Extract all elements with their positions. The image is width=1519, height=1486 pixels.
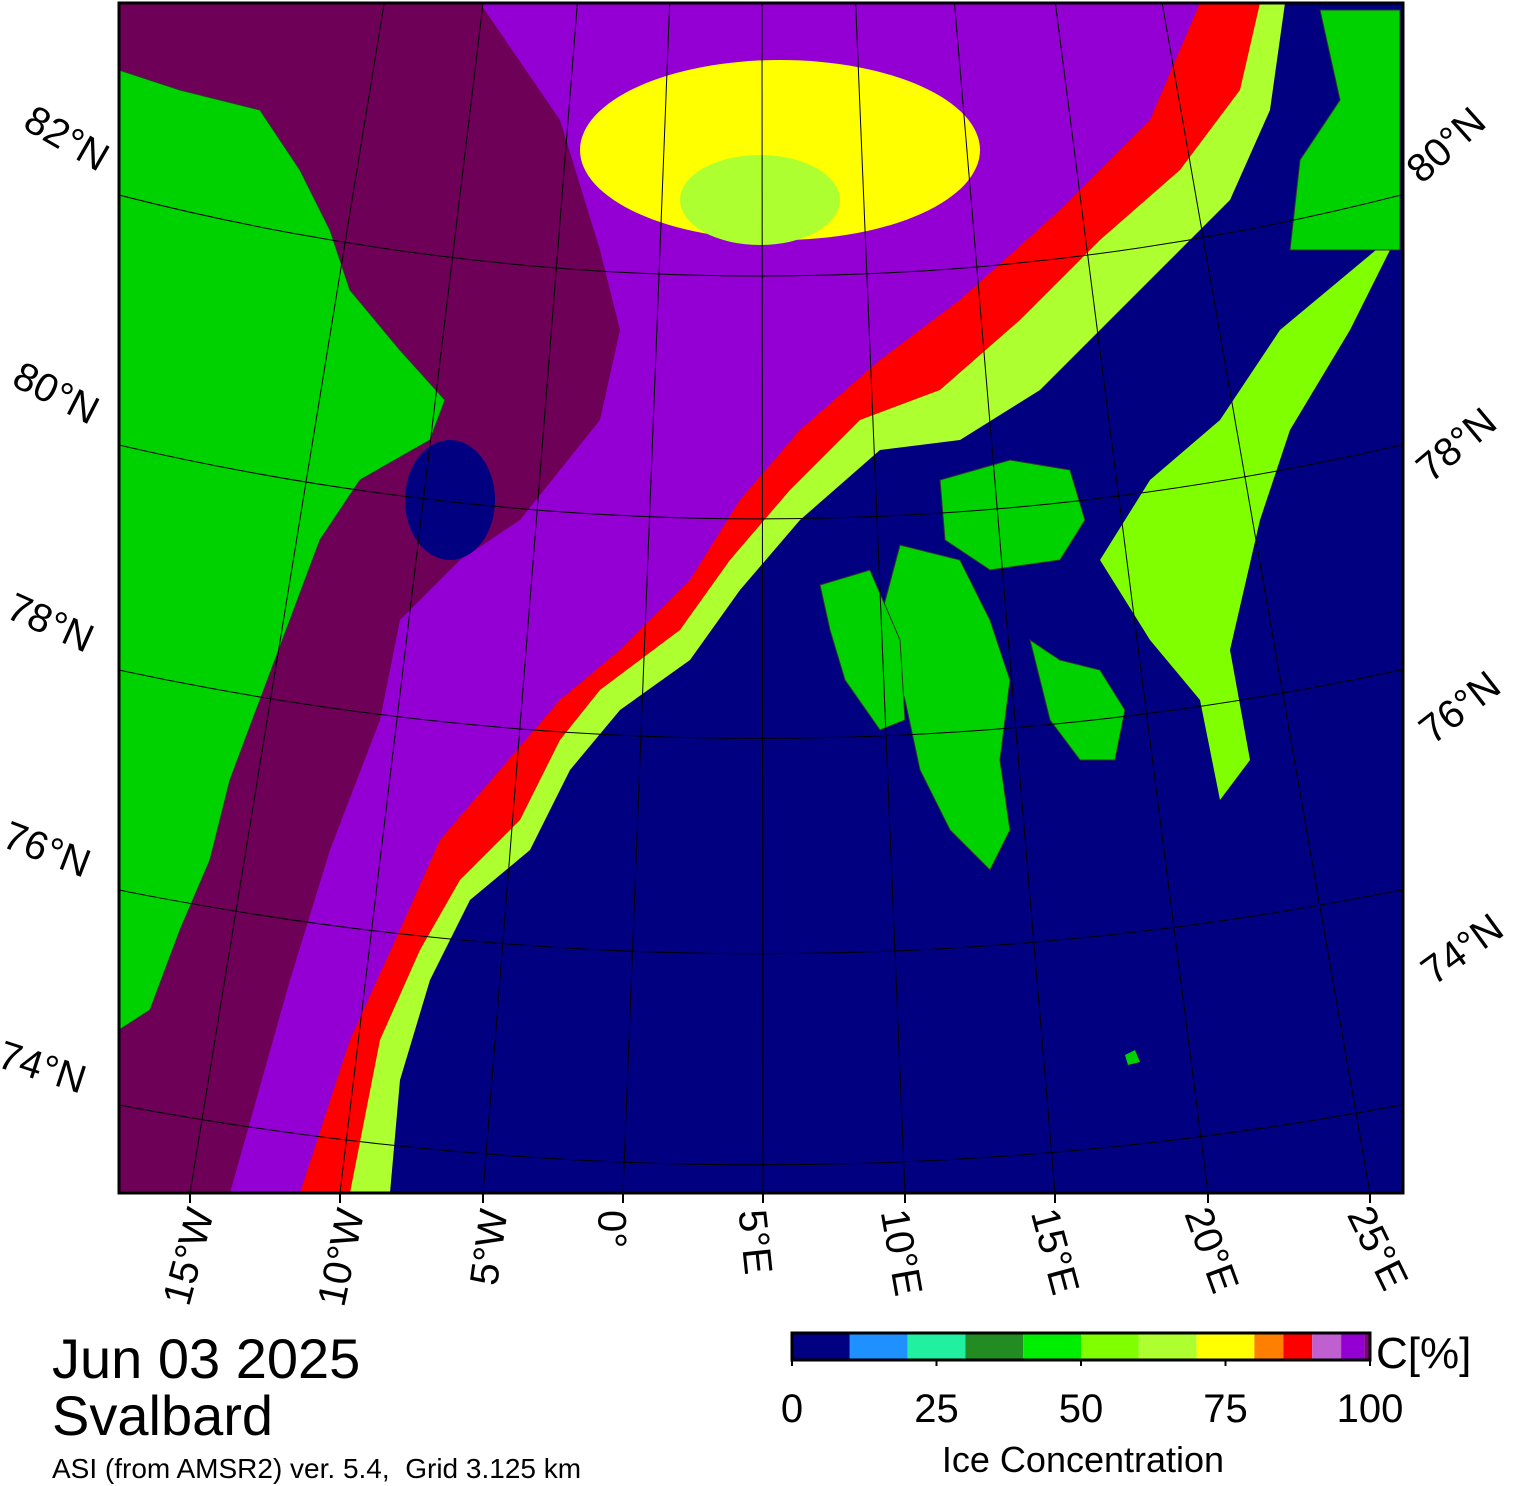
map-frame bbox=[117, 1, 1405, 1195]
lon-label: 5°E bbox=[730, 1207, 781, 1276]
colorbar-segment bbox=[1023, 1333, 1081, 1360]
colorbar-segment bbox=[1312, 1333, 1342, 1360]
colorbar-segment bbox=[907, 1333, 966, 1360]
lon-label: 5°W bbox=[462, 1206, 516, 1288]
meridian bbox=[761, 3, 764, 1193]
polynya bbox=[405, 440, 495, 560]
colorbar-segment bbox=[1138, 1333, 1197, 1360]
colorbar-segment bbox=[849, 1333, 908, 1360]
colorbar-segment bbox=[1364, 1333, 1370, 1360]
ice-yellow-green bbox=[680, 155, 840, 245]
colorbar-unit: C[%] bbox=[1376, 1329, 1471, 1378]
lat-label: 74°N bbox=[0, 1033, 91, 1102]
lon-label: 10°W bbox=[310, 1205, 374, 1310]
lon-label: 0° bbox=[589, 1210, 633, 1248]
lat-label: 76°N bbox=[0, 813, 96, 886]
colorbar-segment bbox=[792, 1333, 850, 1360]
lat-label: 80°N bbox=[1398, 99, 1494, 192]
colorbar-segment bbox=[1254, 1333, 1284, 1360]
map-body bbox=[119, 3, 1403, 1193]
franz-josef-land bbox=[1289, 9, 1401, 251]
colorbar-tick-label: 25 bbox=[914, 1387, 959, 1431]
lon-label: 10°E bbox=[872, 1206, 930, 1299]
lat-label: 78°N bbox=[1, 585, 101, 662]
source-label: ASI (from AMSR2) ver. 5.4, Grid 3.125 km bbox=[52, 1453, 581, 1484]
meridian bbox=[189, 3, 385, 1193]
colorbar-tick-label: 50 bbox=[1059, 1387, 1104, 1431]
lat-label: 76°N bbox=[1411, 663, 1509, 753]
colorbar-segment bbox=[1283, 1333, 1313, 1360]
region-label: Svalbard bbox=[52, 1384, 273, 1447]
lon-label: 15°E bbox=[1022, 1204, 1087, 1300]
lon-label: 20°E bbox=[1176, 1202, 1247, 1299]
lat-label: 74°N bbox=[1413, 905, 1511, 993]
meridian bbox=[482, 3, 578, 1193]
colorbar-tick-label: 0 bbox=[781, 1387, 803, 1431]
lat-label: 82°N bbox=[17, 97, 116, 180]
lon-label: 15°W bbox=[155, 1203, 223, 1310]
meridian bbox=[1054, 3, 1209, 1193]
colorbar-segment bbox=[1196, 1333, 1255, 1360]
colorbar-label: Ice Concentration bbox=[942, 1439, 1224, 1480]
colorbar-segment bbox=[965, 1333, 1024, 1360]
colorbar-segment bbox=[1081, 1333, 1139, 1360]
colorbar: 0 25 50 75 100 bbox=[781, 1331, 1404, 1431]
colorbar-tick-label: 100 bbox=[1337, 1387, 1404, 1431]
meridian bbox=[622, 3, 671, 1193]
colorbar-segment bbox=[1341, 1333, 1365, 1360]
greenland bbox=[119, 69, 446, 1031]
lon-label: 25°E bbox=[1338, 1199, 1416, 1297]
colorbar-tick-label: 75 bbox=[1203, 1387, 1248, 1431]
lat-label: 80°N bbox=[6, 354, 106, 434]
edgeoya bbox=[1029, 638, 1126, 761]
ice-yellow bbox=[580, 60, 980, 240]
bjornoya bbox=[1125, 1050, 1140, 1065]
meridian bbox=[1161, 3, 1371, 1193]
meridian bbox=[339, 3, 484, 1193]
lat-label: 78°N bbox=[1408, 399, 1505, 490]
date-label: Jun 03 2025 bbox=[52, 1327, 360, 1390]
nordaustlandet bbox=[939, 459, 1086, 571]
meridian bbox=[855, 3, 906, 1193]
ice-patch bbox=[1100, 230, 1400, 800]
meridian bbox=[954, 3, 1056, 1193]
graticule bbox=[119, 3, 1403, 1193]
map-labels: 82°N 80°N 78°N 76°N 74°N 80°N 78°N 76°N 74°N 15°W… bbox=[0, 97, 1511, 1310]
